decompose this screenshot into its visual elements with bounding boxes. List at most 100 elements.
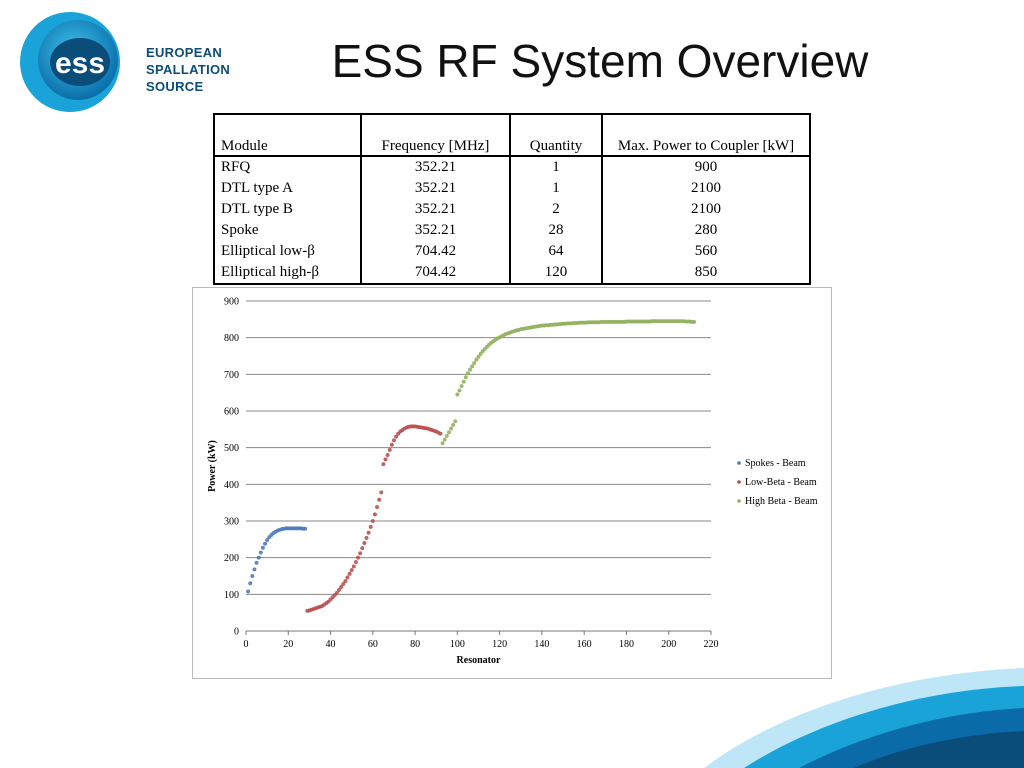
x-tick-label: 60: [368, 639, 378, 650]
x-tick-label: 20: [283, 639, 293, 650]
data-point: [459, 384, 464, 389]
cell-module: DTL type A: [213, 178, 362, 199]
header-module: Module: [213, 114, 362, 157]
rf-module-table: Module Frequency [MHz] Quantity Max. Pow…: [213, 113, 811, 285]
y-tick-label: 600: [224, 407, 239, 418]
data-point: [368, 524, 373, 529]
logo-mark-text: ess: [55, 47, 105, 80]
cell-frequency: 352.21: [361, 199, 511, 220]
x-tick-label: 100: [450, 639, 465, 650]
header-quantity: Quantity: [510, 114, 603, 157]
y-tick-label: 100: [224, 590, 239, 601]
data-point: [387, 447, 392, 452]
x-tick-label: 0: [244, 639, 249, 650]
data-point: [383, 457, 388, 462]
table-row: RFQ 352.21 1 900: [213, 156, 811, 178]
data-point: [366, 530, 371, 535]
data-point: [345, 575, 350, 580]
data-point: [256, 555, 261, 560]
data-point: [246, 589, 251, 594]
cell-module: Spoke: [213, 220, 362, 241]
cell-power: 850: [602, 262, 811, 285]
data-point: [336, 587, 341, 592]
y-tick-label: 0: [234, 627, 239, 638]
data-point: [453, 419, 458, 424]
cell-quantity: 1: [510, 156, 603, 178]
y-tick-label: 300: [224, 517, 239, 528]
data-point: [358, 551, 363, 556]
data-point: [455, 392, 460, 397]
data-point: [385, 452, 390, 457]
data-point: [474, 357, 479, 362]
data-point: [265, 538, 270, 543]
data-point: [364, 535, 369, 540]
logo-text: EUROPEAN SPALLATION SOURCE: [146, 44, 230, 95]
logo-line-3: SOURCE: [146, 79, 204, 94]
data-point: [303, 526, 308, 531]
x-tick-label: 200: [661, 639, 676, 650]
data-point: [356, 555, 361, 560]
data-point: [442, 437, 447, 442]
power-chart: 0 100 200 300 400 500 600 700 800 900 0 20 40 60 80 100…: [192, 287, 832, 679]
data-point: [472, 360, 477, 365]
data-point: [389, 442, 394, 447]
cell-frequency: 704.42: [361, 262, 511, 285]
data-point: [341, 582, 346, 587]
cell-power: 2100: [602, 199, 811, 220]
x-tick-label: 180: [619, 639, 634, 650]
legend-marker: [737, 499, 741, 503]
cell-module: Elliptical low-β: [213, 241, 362, 262]
x-tick-label: 40: [326, 639, 336, 650]
y-axis-label: Power (kW): [207, 440, 218, 492]
legend-label: High Beta - Beam: [745, 496, 818, 507]
cell-quantity: 64: [510, 241, 603, 262]
cell-quantity: 1: [510, 178, 603, 199]
x-axis-label: Resonator: [457, 655, 501, 666]
cell-module: Elliptical high-β: [213, 262, 362, 285]
data-point: [252, 567, 257, 572]
data-point: [381, 462, 386, 467]
data-point: [372, 512, 377, 517]
cell-frequency: 352.21: [361, 178, 511, 199]
x-tick-label: 120: [492, 639, 507, 650]
data-point: [349, 568, 354, 573]
cell-frequency: 352.21: [361, 156, 511, 178]
cell-frequency: 704.42: [361, 241, 511, 262]
legend-marker: [737, 480, 741, 484]
cell-module: DTL type B: [213, 199, 362, 220]
data-point: [339, 585, 344, 590]
data-point: [362, 540, 367, 545]
cell-quantity: 120: [510, 262, 603, 285]
data-point: [461, 379, 466, 384]
data-point: [250, 574, 255, 579]
data-point: [347, 571, 352, 576]
cell-module: RFQ: [213, 156, 362, 178]
data-point: [478, 351, 483, 356]
data-point: [692, 319, 697, 324]
data-point: [334, 590, 339, 595]
y-tick-label: 700: [224, 370, 239, 381]
data-point: [457, 388, 462, 393]
legend-label: Spokes - Beam: [745, 458, 806, 469]
data-point: [377, 497, 382, 502]
x-tick-label: 220: [704, 639, 719, 650]
table-row: Elliptical high-β 704.42 120 850: [213, 262, 811, 285]
cell-power: 560: [602, 241, 811, 262]
table-row: DTL type B 352.21 2 2100: [213, 199, 811, 220]
data-point: [254, 560, 259, 565]
logo-line-1: EUROPEAN: [146, 45, 223, 60]
data-point: [375, 505, 380, 510]
ess-logo: ess EUROPEAN SPALLATION SOURCE: [18, 10, 238, 114]
slide-title: ESS RF System Overview: [331, 35, 869, 87]
data-point: [248, 581, 253, 586]
data-point: [263, 541, 268, 546]
data-point: [370, 518, 375, 523]
data-point: [394, 434, 399, 439]
decorative-swoosh: [704, 668, 1024, 768]
legend-marker: [737, 461, 741, 465]
x-tick-label: 140: [534, 639, 549, 650]
cell-power: 280: [602, 220, 811, 241]
data-point: [470, 364, 475, 369]
data-point: [351, 564, 356, 569]
data-point: [440, 441, 445, 446]
